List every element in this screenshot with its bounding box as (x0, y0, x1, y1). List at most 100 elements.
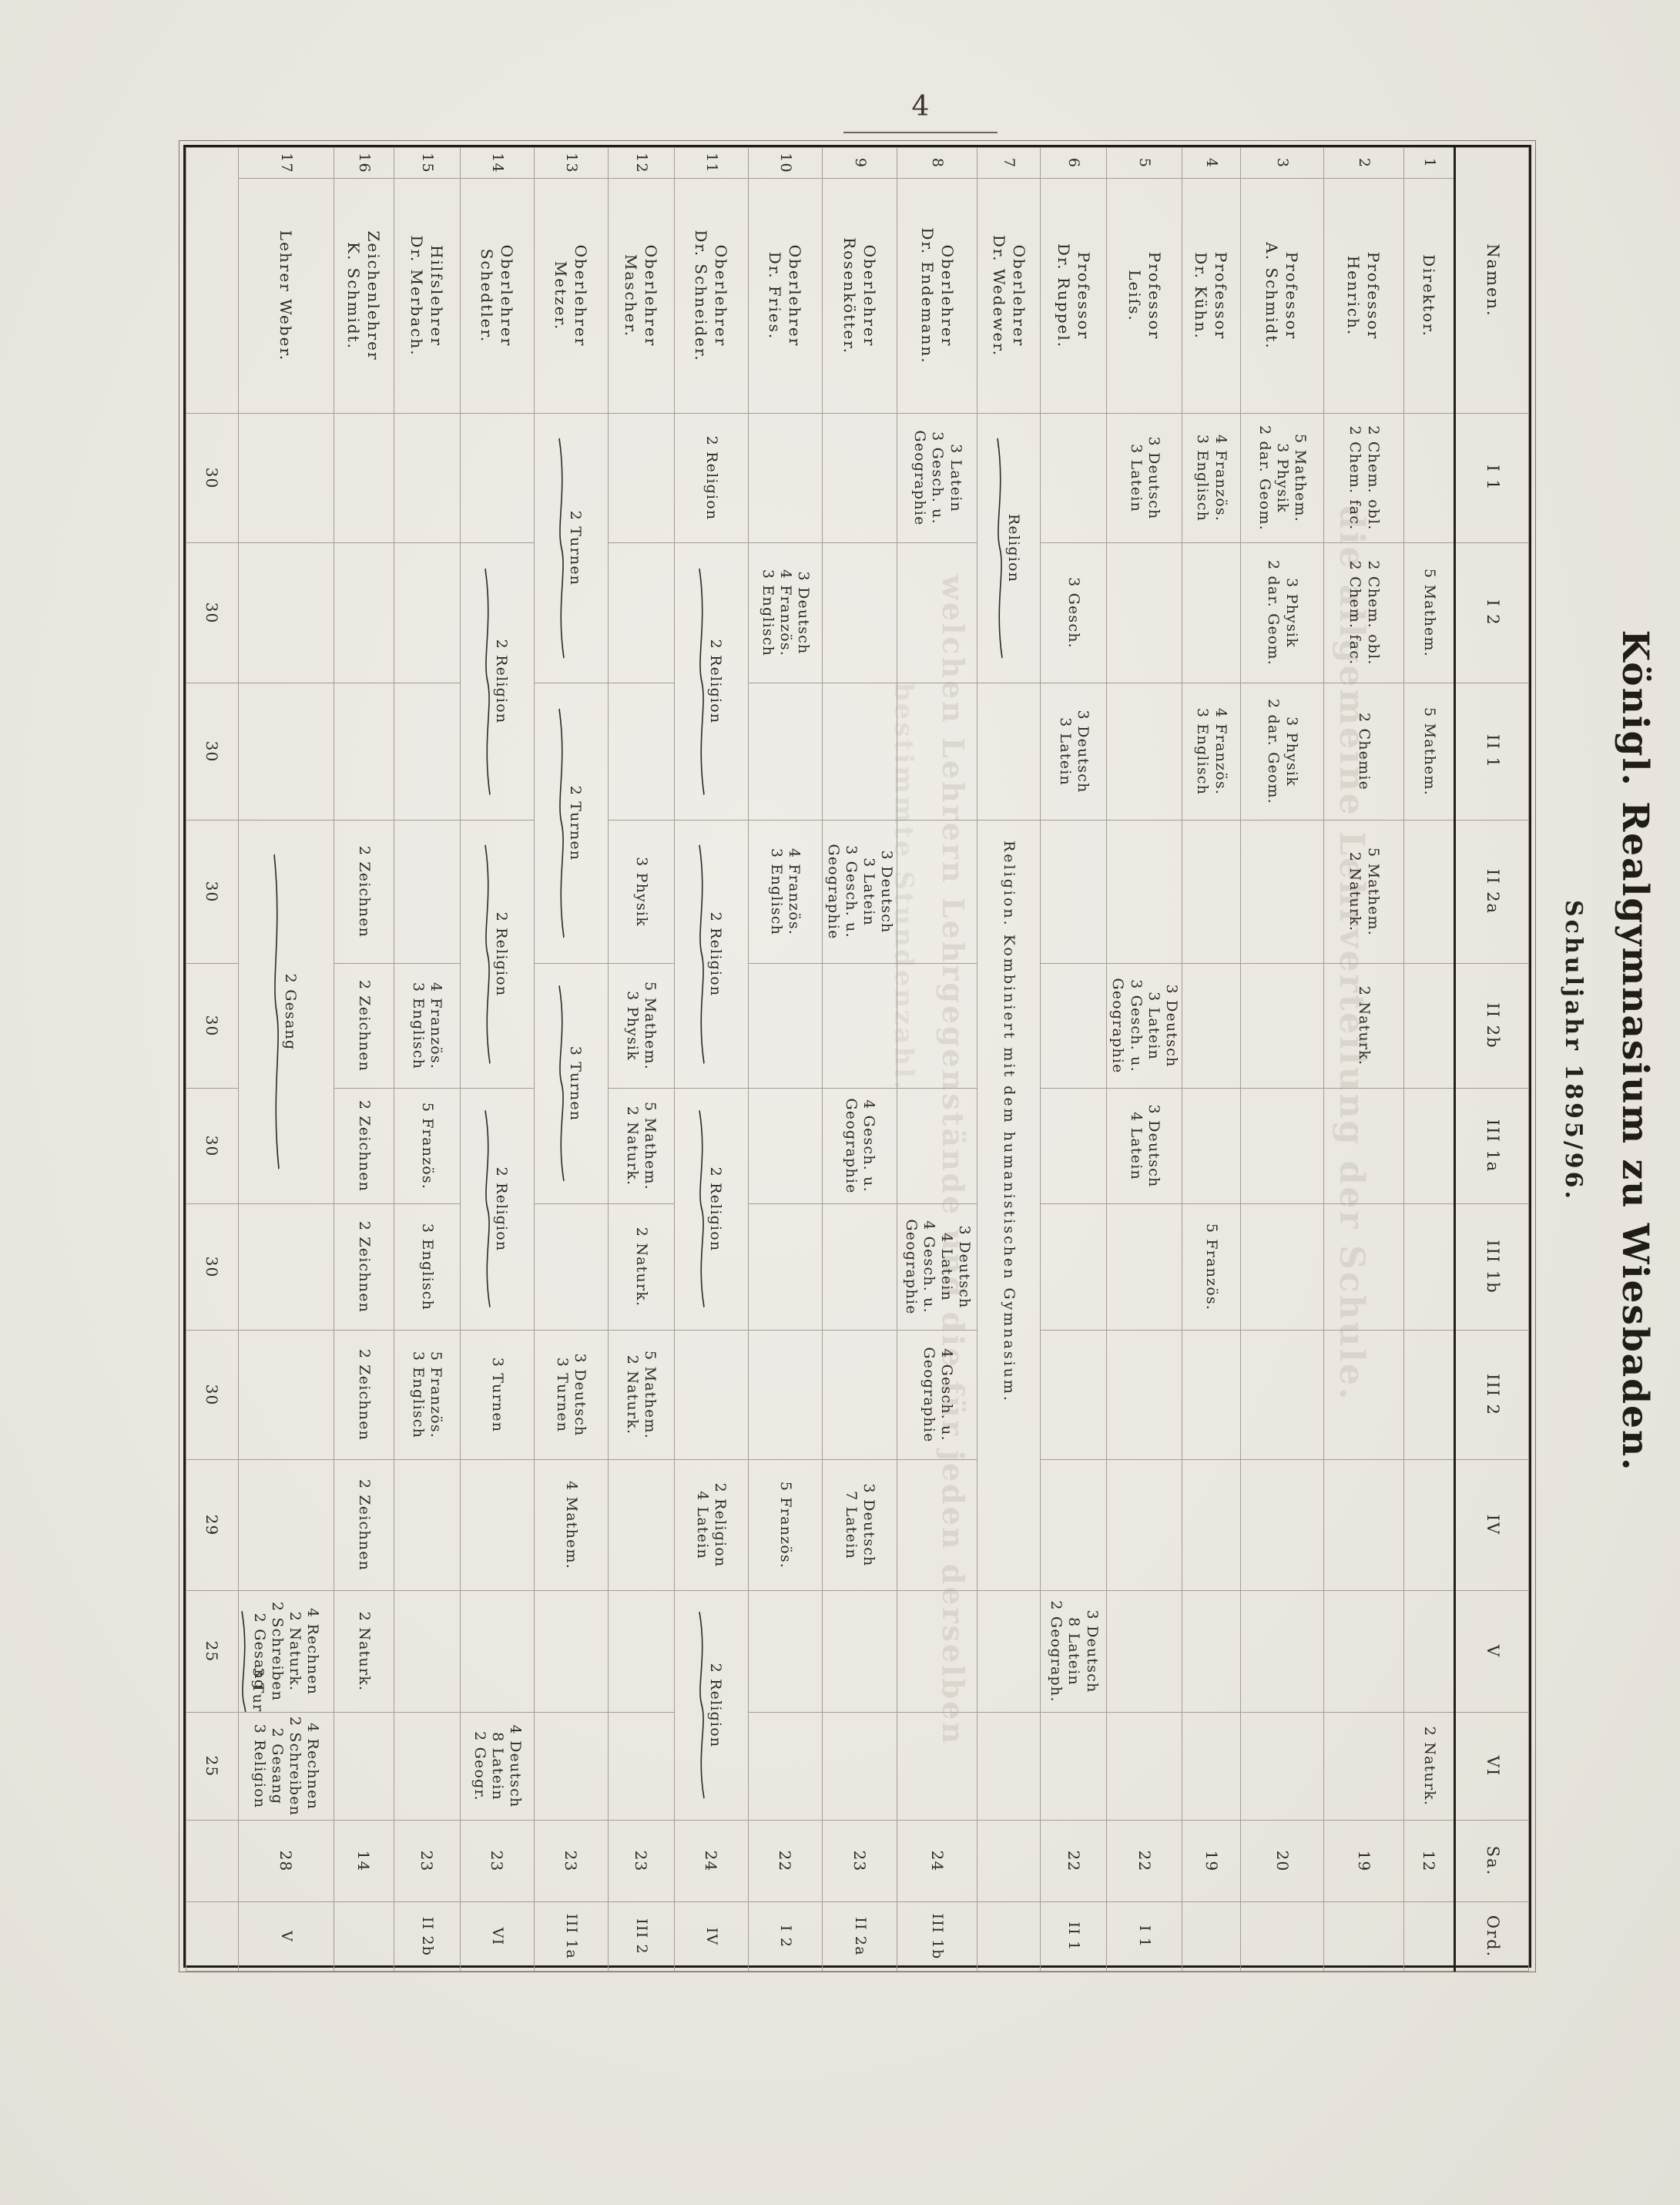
cell-empty (460, 1590, 535, 1713)
sum-hours: 19 (1182, 1820, 1241, 1902)
ordinariat: I 2 (748, 1901, 823, 1972)
cell-16-III1a: 2 Zeichnen (334, 1088, 394, 1204)
teacher-row-9: 9 Oberlehrer Rosenkötter. 3 Deutsch 3 Latein… (822, 147, 897, 1972)
cell-empty (1040, 1712, 1107, 1821)
cell-empty (1240, 1590, 1324, 1713)
cell-empty (238, 413, 334, 543)
header-namen: Namen. (1454, 147, 1529, 414)
ordinariat: II 2b (394, 1901, 461, 1972)
cell-empty (394, 1459, 461, 1591)
cell-16-II2a: 2 Zeichnen (334, 820, 394, 964)
page-number: 4 (843, 91, 998, 133)
teacher-name: Lehrer Weber. (238, 178, 334, 414)
cell-17-VI: 4 Rechnen 2 Schreiben 2 Gesang 3 Religion (238, 1712, 334, 1821)
total-II1: 30 (186, 683, 239, 821)
cell-empty (608, 542, 675, 683)
cell-empty (1182, 1712, 1241, 1821)
cell-empty (1240, 820, 1324, 964)
cell-empty (748, 963, 823, 1089)
cell-empty (822, 542, 897, 683)
ordinariat: III 1a (534, 1901, 609, 1972)
cell-11-II2a: 2 Religion (674, 820, 749, 1089)
cell-empty (748, 1590, 823, 1713)
brace-swash (996, 438, 1003, 659)
cell-1-II1: 5 Mathem. (1403, 683, 1455, 821)
row-number: 5 (1106, 147, 1182, 179)
cell-empty (1403, 413, 1455, 543)
teacher-row-2: 2 Professor Henrich. 2 Chem. obl. 2 Chem. fa… (1323, 147, 1404, 1972)
row-number: 7 (977, 147, 1041, 179)
ordinariat: IV (674, 1901, 749, 1972)
total-ord (186, 1901, 239, 1972)
teacher-name: Professor A. Schmidt. (1240, 178, 1324, 414)
sum-hours: 22 (1040, 1820, 1107, 1902)
sum-hours: 24 (674, 1820, 749, 1902)
cell-empty (822, 1330, 897, 1460)
cell-empty (394, 1712, 461, 1821)
cell-empty (1182, 1088, 1241, 1204)
cell-13-I1: 2 Turnen (534, 413, 609, 683)
cell-11-III1a: 2 Religion (674, 1088, 749, 1331)
teacher-name: Oberlehrer Metzer. (534, 178, 609, 414)
row-number: 13 (534, 147, 609, 179)
header-class-III1b: III 1b (1454, 1203, 1529, 1331)
cell-empty (1106, 1459, 1182, 1591)
sum-hours: 14 (334, 1820, 394, 1902)
cell-empty (822, 413, 897, 543)
cell-empty (1240, 1088, 1324, 1204)
teacher-name: Hilfslehrer Dr. Merbach. (394, 178, 461, 414)
total-VI: 25 (186, 1712, 239, 1821)
cell-9-III1a: 4 Gesch. u. Geographie (822, 1088, 897, 1204)
ordinariat: II 2a (822, 1901, 897, 1972)
cell-empty (1182, 1330, 1241, 1460)
cell-empty (1403, 820, 1455, 964)
cell-empty (1106, 820, 1182, 964)
cell-12-III1a: 5 Mathem. 2 Naturk. (608, 1088, 675, 1204)
cell-15-II2b: 4 Französ. 3 Englisch (394, 963, 461, 1089)
ordinariat (1403, 1901, 1455, 1972)
cell-16-III2: 2 Zeichnen (334, 1330, 394, 1460)
cell-5-III1a: 3 Deutsch 4 Latein (1106, 1088, 1182, 1204)
cell-13-II2b: 3 Turnen (534, 963, 609, 1204)
cell-empty (1323, 1459, 1404, 1591)
total-IV: 29 (186, 1459, 239, 1591)
teacher-name: Oberlehrer Schedtler. (460, 178, 535, 414)
cell-empty (748, 1712, 823, 1821)
cell-15-III1b: 3 Englisch (394, 1203, 461, 1331)
cell-empty (897, 1459, 977, 1591)
cell-empty (1323, 1330, 1404, 1460)
cell-empty (1040, 1330, 1107, 1460)
cell-empty (897, 542, 977, 683)
ordinariat (1240, 1901, 1324, 1972)
header-class-I1: I 1 (1454, 413, 1529, 543)
header-class-III1a: III 1a (1454, 1088, 1529, 1204)
teacher-name: Zeichenlehrer K. Schmidt. (334, 178, 394, 414)
cell-13-IV: 4 Mathem. (534, 1459, 609, 1591)
brace-swash (699, 1611, 705, 1800)
cell-2-I2: 2 Chem. obl. 2 Chem. fac. (1323, 542, 1404, 683)
total-V: 25 (186, 1590, 239, 1713)
cell-8-III2: 4 Gesch. u. Geographie (897, 1330, 977, 1460)
cell-12-III1b: 2 Naturk. (608, 1203, 675, 1331)
cell-empty (1106, 1590, 1182, 1713)
brace-swash (558, 708, 565, 938)
brace-swash (273, 854, 280, 1170)
teacher-row-1: 1 Direktor. 5 Mathem. 5 Mathem. 2 Naturk. 12 (1403, 147, 1455, 1972)
cell-empty (1040, 963, 1107, 1089)
cell-empty (977, 683, 1041, 821)
cell-6-V: 3 Deutsch 8 Latein 2 Geograph. (1040, 1590, 1107, 1713)
cell-empty (1403, 1203, 1455, 1331)
total-II2b: 30 (186, 963, 239, 1089)
teacher-name: Oberlehrer Dr. Wedewer. (977, 178, 1041, 414)
cell-1-I2: 5 Mathem. (1403, 542, 1455, 683)
ordinariat (1182, 1901, 1241, 1972)
cell-12-III2: 5 Mathem. 2 Naturk. (608, 1330, 675, 1460)
cell-empty (977, 1712, 1041, 1821)
cell-4-II1: 4 Französ. 3 Englisch (1182, 683, 1241, 821)
teacher-row-13: 13 Oberlehrer Metzer. 2 Turnen 2 Turnen 3 Tur… (534, 147, 609, 1972)
ordinariat: V (238, 1901, 334, 1972)
cell-14-II2a: 2 Religion (460, 820, 535, 1089)
cell-empty (1106, 542, 1182, 683)
cell-empty (1240, 1459, 1324, 1591)
